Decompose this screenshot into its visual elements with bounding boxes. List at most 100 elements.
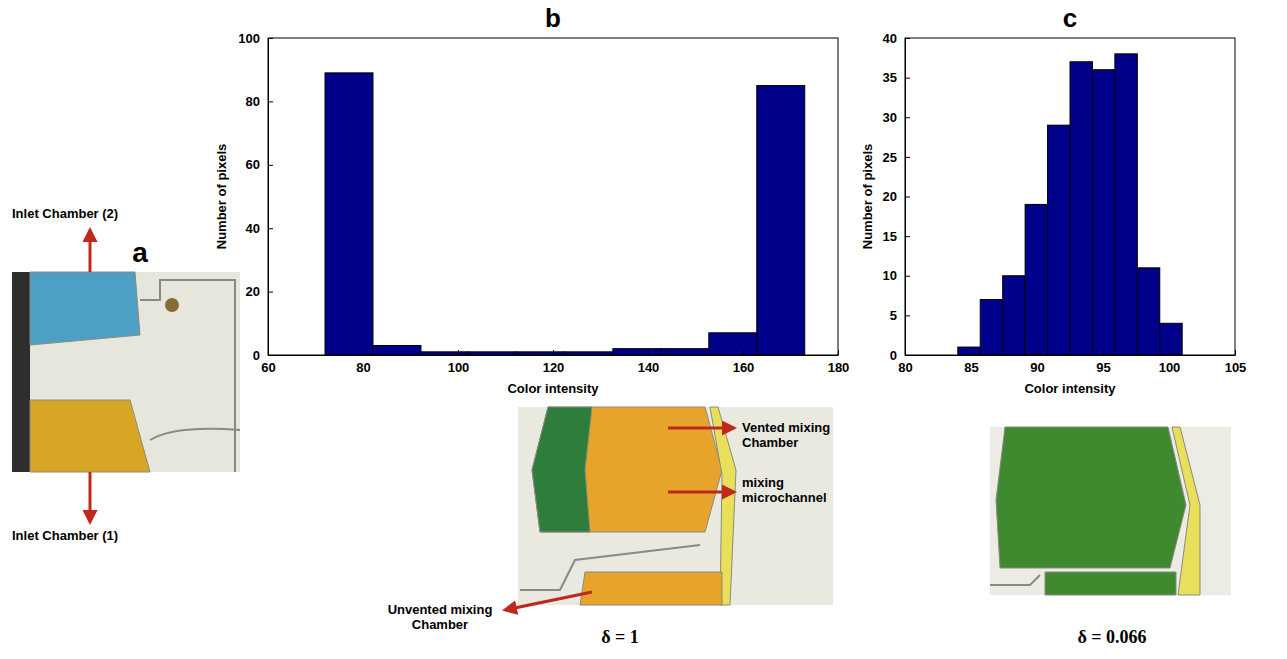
y-tick-mark [905,355,910,356]
y-axis: 0 5 10 15 20 25 30 35 40 [883,31,910,363]
channel [520,545,700,590]
plot-background [905,38,1235,355]
y-tick-mark [268,228,273,229]
x-axis: 80859095100105 [898,350,1246,375]
y-tick-label: 25 [883,150,897,165]
plot-frame [905,38,1235,355]
histogram-bar [757,86,805,355]
x-tick-label: 90 [1030,360,1044,375]
inlet-chamber-1 [30,400,150,472]
panel-a: aInlet Chamber (2)Inlet Chamber (1) [12,206,240,543]
inlet-chamber-2 [30,272,140,345]
x-axis-line [269,355,839,356]
histogram-bar [1070,62,1092,355]
x-tick-label: 180 [828,360,850,375]
y-tick-label: 20 [246,284,260,299]
y-tick-mark [268,101,273,102]
y-tick-label: 0 [890,348,897,363]
x-axis-title: Color intensity [507,381,599,396]
y-tick: 5 [890,308,910,323]
arrow [89,472,92,522]
y-tick-mark [905,78,910,79]
x-tick-mark [363,350,364,355]
post [165,298,179,312]
x-tick: 100 [1159,350,1181,375]
y-tick-label: 35 [883,70,897,85]
histogram-bar [1092,70,1114,355]
x-tick-mark [1235,350,1236,355]
photo-background [12,272,240,472]
y-tick: 40 [246,221,273,236]
y-tick-label: 30 [883,110,897,125]
y-tick-label: 20 [883,189,897,204]
y-tick: 30 [883,110,910,125]
y-axis-line [268,39,269,356]
histogram-bar [1003,276,1025,355]
x-tick: 140 [638,350,660,375]
photo-label: Unvented mixingChamber [388,602,493,632]
x-tick-mark [838,350,839,355]
y-tick-label: 0 [253,348,260,363]
arrow [89,230,92,272]
photo-label-line: Vented mixing [742,420,830,435]
x-tick-mark [1103,350,1104,355]
unvented-chamber [1045,572,1176,595]
x-tick-label: 160 [733,360,755,375]
y-tick: 80 [246,94,273,109]
x-tick-mark [553,350,554,355]
x-tick: 120 [543,350,565,375]
x-tick: 90 [1030,350,1044,375]
x-tick-mark [648,350,649,355]
y-tick-mark [905,157,910,158]
arrow [668,491,734,494]
histogram-bar [709,333,757,355]
y-tick-mark [268,165,273,166]
x-tick-mark [458,350,459,355]
x-tick-label: 80 [356,360,370,375]
photo-background [990,427,1231,595]
y-tick: 10 [883,268,910,283]
x-tick-label: 60 [261,360,275,375]
photo-label-line: Chamber [742,435,798,450]
histogram-panel: 6080100120140160180020406080100bColor in… [214,3,849,396]
x-tick: 105 [1225,350,1247,375]
x-tick: 85 [964,350,978,375]
photo-label: Vented mixingChamber [742,420,830,450]
y-tick: 15 [883,229,910,244]
channel [150,429,240,440]
photo-b: Vented mixingChamber mixingmicrochannel Un… [388,407,833,632]
y-tick-label: 10 [883,268,897,283]
y-tick-mark [905,117,910,118]
arrow [505,592,592,610]
panel-letter: b [545,3,561,33]
y-tick: 0 [253,348,273,363]
y-tick: 40 [883,31,910,46]
photo-c [990,427,1231,595]
y-tick-label: 40 [883,31,897,46]
x-tick-label: 95 [1096,360,1110,375]
y-tick: 60 [246,157,273,172]
y-tick: 20 [883,189,910,204]
photo-edge [12,272,30,472]
y-axis-title: Number of pixels [860,144,875,249]
histogram-bar [980,300,1002,355]
y-tick-mark [905,38,910,39]
y-tick-mark [905,236,910,237]
unvented-chamber [580,572,722,605]
channel [990,575,1040,585]
y-tick: 100 [238,31,273,46]
histogram-bar [1115,54,1137,355]
panel-letter: a [132,237,148,268]
photo-label: mixingmicrochannel [742,475,827,505]
histogram-bar [613,349,661,355]
histogram-panel: 808590951001050510152025303540cColor int… [860,3,1246,396]
y-tick-mark [268,38,273,39]
histogram-bar [1048,125,1070,355]
caption: δ = 0.066 [1077,627,1146,647]
y-tick: 0 [890,348,910,363]
y-tick: 35 [883,70,910,85]
histogram-bar [1137,268,1159,355]
bars [958,54,1182,355]
histogram-bar [1025,204,1047,355]
x-tick: 160 [733,350,755,375]
